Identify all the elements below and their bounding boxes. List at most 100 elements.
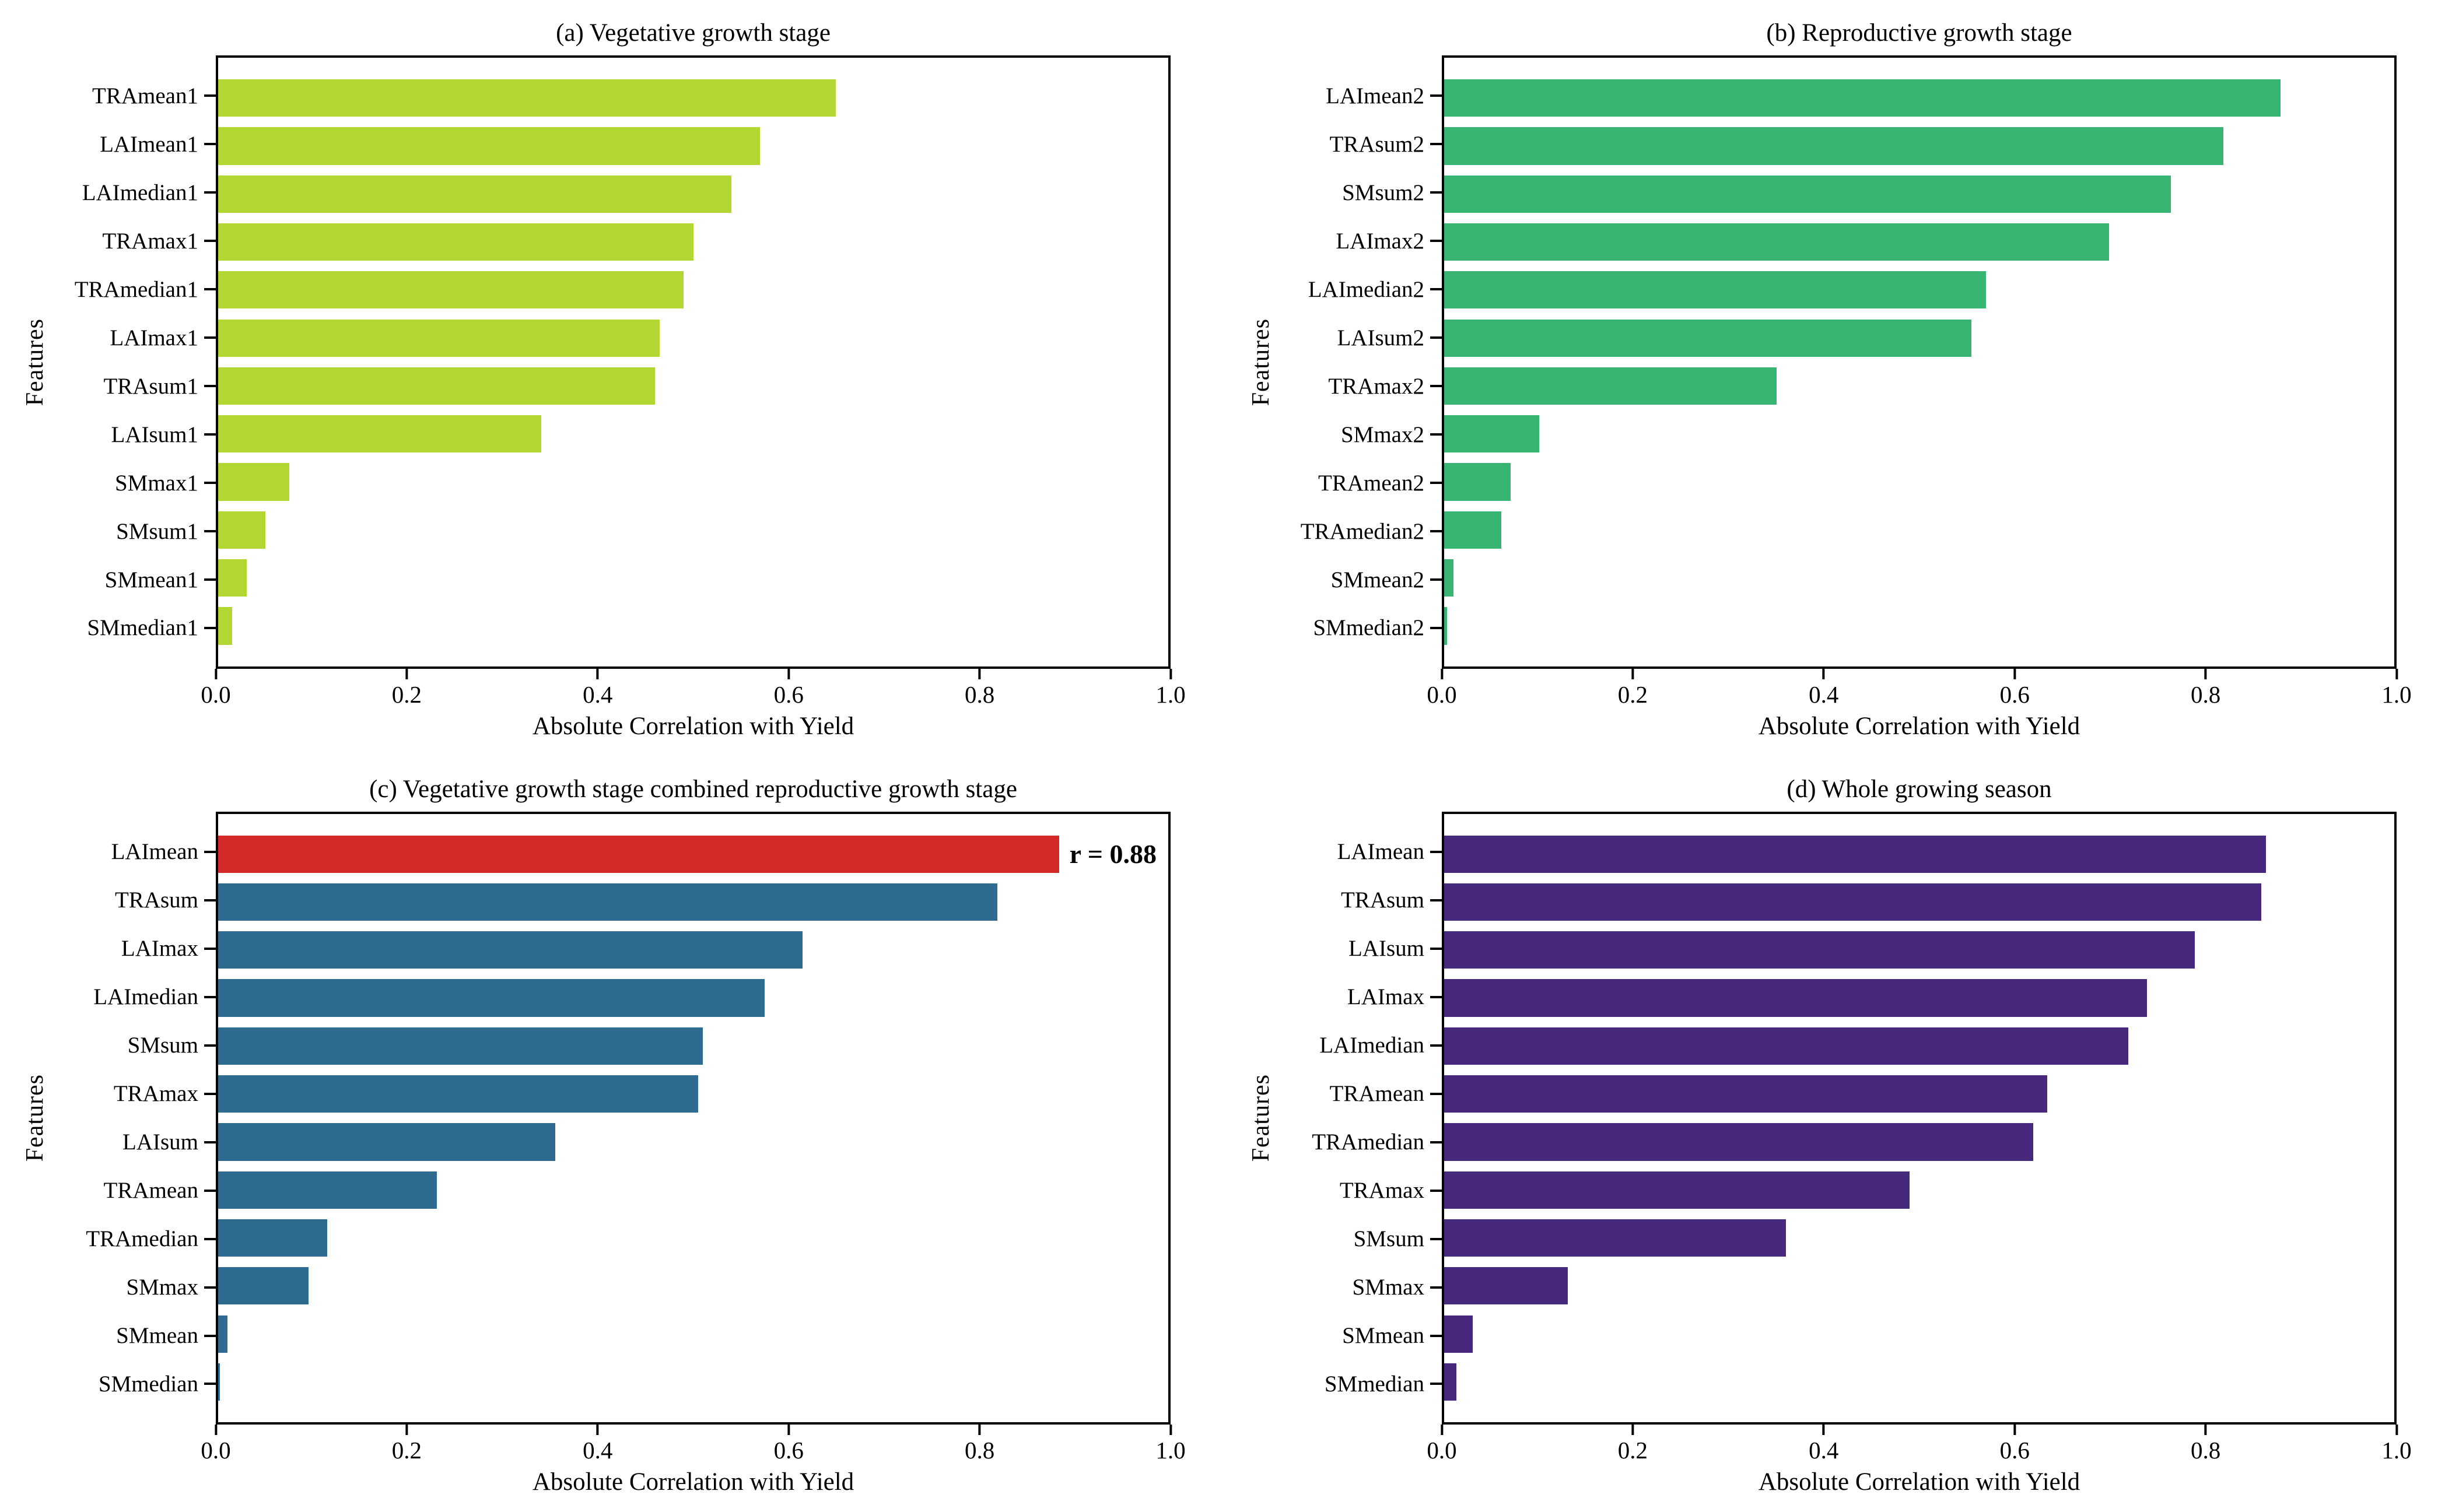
y-category-row: TRAsum [1296,876,1442,924]
bar-row [1444,1118,2394,1166]
x-tick: 0.2 [392,1425,422,1464]
y-category-label: LAImedian [1319,1033,1424,1058]
x-tick-mark [1822,668,1825,679]
bars [1444,814,2394,1423]
y-category-label: SMmax1 [114,470,198,496]
y-tick-mark [204,191,216,194]
x-tick-label: 1.0 [2381,680,2412,708]
x-tick-mark [405,1425,408,1435]
panel-title: (c) Vegetative growth stage combined rep… [369,775,1017,803]
y-category-row: LAImean2 [1296,72,1442,120]
x-tick-mark [787,1425,790,1435]
x-tick-mark [215,1425,217,1435]
x-tick-mark [787,668,790,679]
y-category-label: LAImax1 [110,325,198,350]
x-tick-mark [2204,1425,2207,1435]
y-category-label: SMmedian2 [1313,615,1424,641]
bar [218,271,684,309]
y-tick-mark [1430,94,1442,97]
y-tick-mark [204,626,216,629]
bar [218,979,765,1017]
y-tick-mark [1430,433,1442,436]
bar-row [218,1214,1168,1262]
y-category-row: SMmax [1296,1263,1442,1311]
y-category-row: TRAmax [1296,1166,1442,1215]
y-tick-mark [204,578,216,581]
y-tick-mark [204,1237,216,1240]
bar-row [218,554,1168,602]
x-tick: 0.0 [201,1425,231,1464]
bar-row [1444,410,2394,458]
x-tick-label: 0.2 [1617,1437,1648,1464]
y-category-label: SMsum1 [116,518,198,544]
x-tick-mark [596,1425,599,1435]
y-tick-mark [204,143,216,146]
plot-area: r = 0.88 [216,811,1171,1425]
y-category-row: TRAsum2 [1296,120,1442,169]
y-tick-mark [204,1141,216,1143]
bar [1444,271,1986,309]
x-tick-mark [978,1425,981,1435]
bar-row [1444,1022,2394,1070]
x-tick-label: 0.8 [964,680,995,708]
y-category-row: SMmean2 [1296,556,1442,604]
y-category-row: LAIsum2 [1296,314,1442,362]
y-category-label: LAIsum [122,1129,198,1155]
y-category-label: LAImean [1337,839,1424,865]
x-tick: 1.0 [2381,1425,2412,1464]
y-category-row: SMmedian [70,1360,216,1408]
x-tick-label: 0.0 [201,680,231,708]
bar [218,175,731,213]
bar [1444,979,2148,1017]
y-tick-mark [204,1189,216,1192]
x-tick-label: 1.0 [1155,680,1186,708]
x-tick: 0.0 [201,668,231,708]
x-tick-mark [2204,668,2207,679]
y-tick-mark [204,482,216,485]
y-category-label: TRAmedian2 [1300,518,1424,544]
bar [218,835,1059,873]
y-category-row: SMmean [1296,1311,1442,1360]
y-tick-mark [1430,947,1442,950]
x-ticks: 0.0 0.2 0.4 0.6 0.8 1.0 [1427,668,2412,711]
x-tick-label: 0.8 [2190,1437,2221,1464]
y-tick-mark [1430,240,1442,243]
x-tick: 0.4 [1809,1425,1838,1464]
x-tick-mark [215,668,217,679]
y-tick-mark [204,240,216,243]
bar-row [1444,266,2394,314]
y-tick-labels: TRAmean1 LAImean1 LAImedian1 TRAmax1 TRAmedi… [70,55,216,669]
y-category-label: SMsum [1353,1226,1424,1252]
y-tick-mark [1430,1383,1442,1385]
y-category-label: TRAmedian1 [74,276,198,302]
y-category-label: LAImedian [93,984,198,1010]
y-category-row: LAImean1 [70,120,216,169]
bar-row [1444,878,2394,926]
x-tick-mark [1169,668,1172,679]
y-category-row: TRAsum [70,876,216,924]
panel-title: (a) Vegetative growth stage [556,19,831,47]
bar-row [1444,1166,2394,1214]
bar-row [1444,1214,2394,1262]
bar-row [218,926,1168,974]
x-tick-mark [405,668,408,679]
y-tick-mark [204,1044,216,1047]
bar-row [1444,218,2394,266]
x-tick-label: 0.4 [583,680,613,708]
bar [1444,1363,1457,1401]
x-tick-label: 0.0 [1427,680,1457,708]
bar [218,1315,228,1353]
y-tick-mark [1430,530,1442,533]
y-category-row: SMmedian1 [70,604,216,652]
bar-row [218,878,1168,926]
bar [218,511,266,549]
y-tick-mark [1430,143,1442,146]
y-tick-mark [204,850,216,853]
bar [218,1075,698,1113]
y-tick-mark [1430,1141,1442,1143]
bar-chart-panel: (d) Whole growing season Features LAImea… [1226,756,2452,1512]
x-tick: 0.6 [774,668,804,708]
y-tick-mark [204,899,216,901]
y-category-row: LAImax2 [1296,217,1442,265]
y-category-row: TRAmedian2 [1296,507,1442,556]
